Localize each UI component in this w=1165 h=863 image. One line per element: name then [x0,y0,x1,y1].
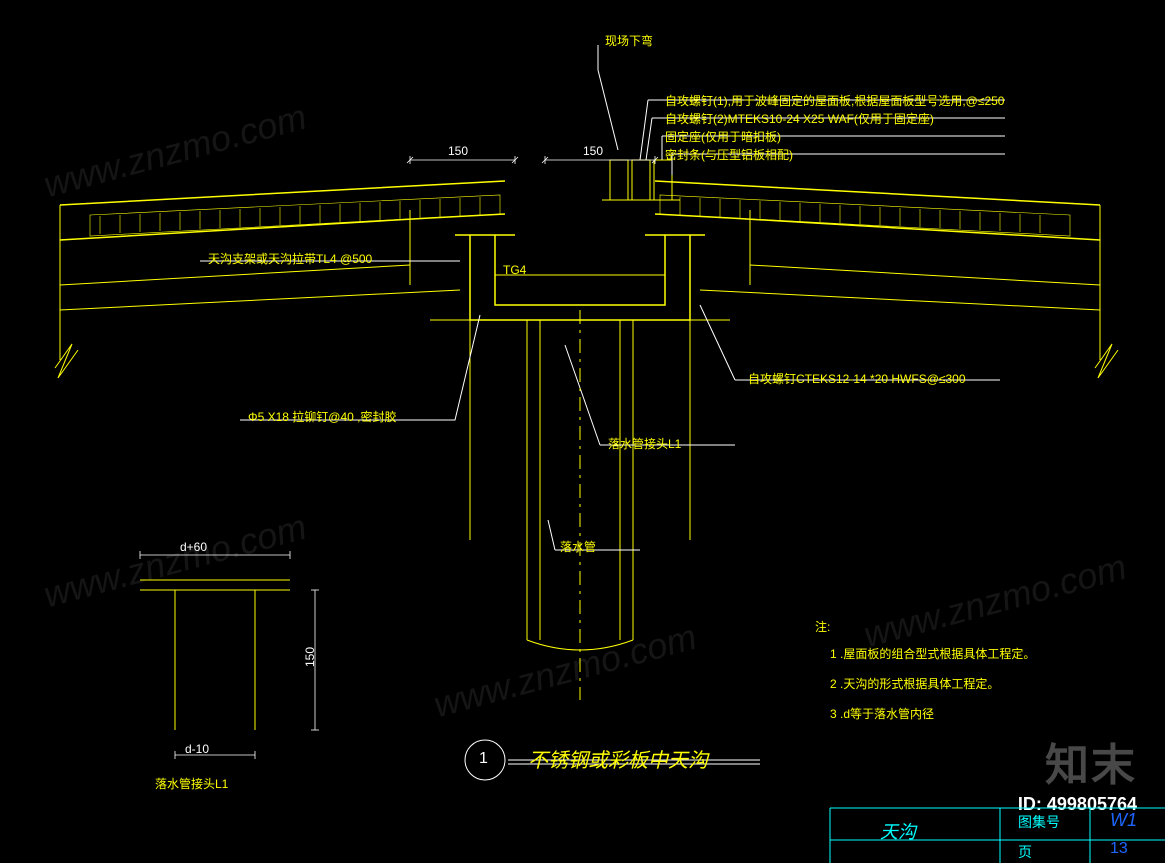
callout-r4: 密封条(与压型铝板相配) [665,146,793,163]
notes-heading: 注: [815,618,830,635]
callout-dpjoint: 落水管接头L1 [608,435,681,452]
title-number: 1 [479,750,488,768]
tb-val-r: W1 [1110,810,1137,831]
title-name: 不锈钢或彩板中天沟 [528,744,708,773]
callout-downpipe: 落水管 [560,538,596,555]
cad-drawing [0,0,1165,863]
dim-dminus10: d-10 [185,742,209,756]
callout-top: 现场下弯 [605,32,653,49]
callout-r3: 固定座(仅用于暗扣板) [665,128,781,145]
callout-r1: 自攻螺钉(1),用于波峰固定的屋面板,根据屋面板型号选用,@≤250 [665,92,1004,109]
dim-150-r: 150 [583,144,603,158]
detail-label: 落水管接头L1 [155,775,228,792]
tb-pg-val: 13 [1110,840,1128,858]
tb-pg-label: 页 [1018,842,1032,862]
notes-2: 2 .天沟的形式根据具体工程定。 [830,675,999,692]
tb-label-r: 图集号 [1018,812,1060,832]
callout-rivet: Φ5 X18 拉铆钉@40 ,密封胶 [248,408,396,425]
callout-strap: 天沟支架或天沟拉带TL4 @500 [208,250,372,267]
dim-dplus60: d+60 [180,540,207,554]
dim-150-l: 150 [448,144,468,158]
callout-tg4: TG4 [503,263,526,277]
tb-left: 天沟 [880,818,916,844]
callout-r2: 自攻螺钉(2)MTEKS10-24 X25 WAF(仅用于固定座) [665,110,934,127]
notes-3: 3 .d等于落水管内径 [830,705,934,722]
notes-1: 1 .屋面板的组合型式根据具体工程定。 [830,645,1035,662]
dim-150-v: 150 [303,647,317,667]
callout-cteks: 自攻螺钉CTEKS12-14 *20 HWFS@≤300 [748,370,966,387]
